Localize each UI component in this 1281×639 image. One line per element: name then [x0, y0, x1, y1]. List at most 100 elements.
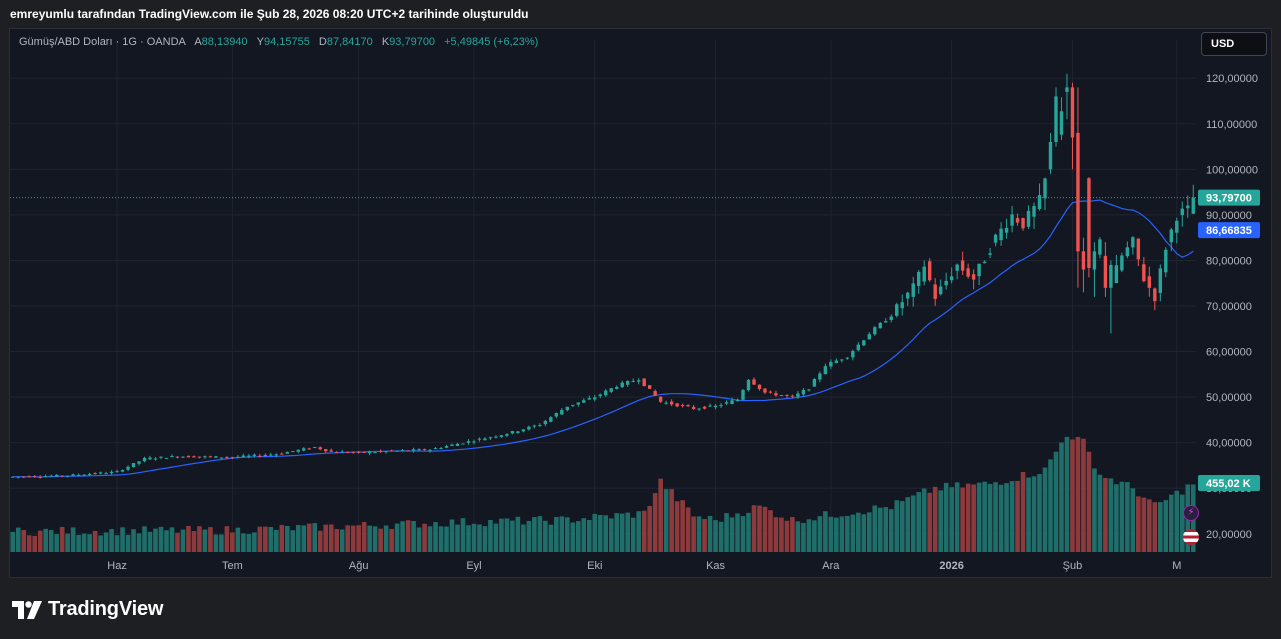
volume-bar: [422, 523, 427, 552]
lightning-icon[interactable]: ⚡: [1183, 505, 1199, 521]
volume-bar: [575, 521, 581, 552]
candle-body: [422, 449, 427, 451]
volume-bar: [109, 529, 114, 552]
candle-body: [686, 405, 690, 407]
candle-body: [1048, 142, 1053, 170]
candle-body: [647, 385, 652, 389]
candle-body: [428, 449, 432, 451]
candle-body: [494, 436, 498, 438]
candle-body: [746, 379, 751, 391]
volume-bar: [284, 525, 290, 552]
candle-body: [280, 453, 284, 455]
volume-bar: [976, 482, 982, 552]
price-badges: 93,79700 86,66835 455,02 K: [1198, 189, 1260, 491]
candle-body: [851, 351, 855, 358]
candle-body: [1037, 195, 1042, 210]
candle-body: [175, 456, 180, 458]
candle-body: [296, 449, 300, 452]
candle-body: [938, 286, 943, 295]
legend-open-label: A: [194, 36, 202, 48]
volume-bar: [866, 512, 872, 552]
volume-bar: [1163, 500, 1169, 552]
candle-body: [565, 406, 570, 411]
currency-button[interactable]: USD: [1201, 32, 1267, 56]
volume-bar: [740, 516, 746, 552]
volume-bar: [746, 512, 751, 552]
candle-body: [219, 457, 224, 459]
legend-high-label: Y: [256, 36, 264, 48]
candle-body: [1180, 208, 1184, 216]
candle-body: [1147, 276, 1152, 288]
volume-bar: [680, 500, 685, 552]
candle-body: [1021, 218, 1025, 229]
candle-body: [115, 471, 119, 473]
volume-bar: [718, 521, 724, 552]
candle-body: [1032, 206, 1036, 217]
volume-bar: [1009, 481, 1015, 552]
candle-body: [170, 456, 174, 458]
candle-body: [1004, 227, 1009, 233]
candle-body: [439, 447, 443, 449]
volume-bar: [998, 484, 1004, 552]
candle-body: [186, 455, 191, 458]
candle-body: [395, 450, 399, 452]
volume-bar: [921, 488, 927, 552]
x-tick-label: Ara: [822, 560, 840, 572]
candle-body: [845, 357, 850, 359]
candle-body: [944, 280, 948, 286]
candle-body: [164, 458, 169, 460]
candle-body: [477, 438, 482, 440]
volume-bar: [1064, 436, 1070, 552]
volume-bar: [219, 534, 224, 552]
volume-bar: [713, 520, 718, 552]
volume-bar: [735, 513, 740, 552]
volume-bar: [356, 525, 361, 552]
volume-bar: [142, 526, 147, 552]
candle-body: [708, 405, 712, 407]
x-tick-label: M: [1172, 560, 1181, 572]
volume-bar: [317, 530, 323, 552]
candle-body: [263, 454, 268, 456]
volume-bar: [224, 526, 230, 552]
candle-body: [615, 386, 619, 389]
volume-bar: [433, 522, 438, 552]
candle-body: [27, 476, 31, 478]
tradingview-logo[interactable]: TradingView: [12, 598, 163, 621]
candle-body: [669, 401, 674, 405]
volume-bar: [411, 521, 416, 552]
volume-bar: [169, 527, 175, 552]
volume-bar: [241, 533, 246, 552]
legend-low: 87,84170: [326, 36, 373, 48]
time-axis: Haz Tem Ağu Eyl Eki Kas Ara 2026 Şub M: [107, 560, 1181, 572]
candle-body: [730, 400, 734, 405]
x-tick-label: Ağu: [349, 560, 369, 572]
volume-bar: [856, 512, 861, 552]
candle-body: [741, 389, 745, 400]
y-tick-label: 40,00000: [1206, 438, 1252, 450]
candle-body: [1191, 197, 1195, 214]
y-tick-label: 120,00000: [1206, 73, 1258, 85]
volume-bar: [230, 532, 235, 552]
candle-body: [197, 456, 202, 458]
volume-bar: [636, 511, 641, 552]
candle-body: [576, 402, 580, 405]
volume-bar: [850, 514, 856, 552]
volume-value-badge: 455,02 K: [1206, 478, 1251, 490]
candle-body: [203, 456, 207, 458]
volume-bar: [1048, 459, 1053, 552]
volume-bar: [548, 524, 554, 552]
candle-body: [554, 413, 559, 417]
us-flag-icon[interactable]: [1183, 529, 1199, 545]
volume-bar: [691, 516, 696, 552]
candle-body: [1125, 247, 1130, 257]
volume-bar: [993, 482, 998, 552]
candle-body: [993, 234, 998, 243]
candle-body: [549, 417, 553, 422]
volume-bar: [43, 528, 48, 552]
volume-bar: [1031, 476, 1037, 552]
candle-body: [571, 404, 575, 406]
candle-body: [505, 434, 509, 436]
volume-bar: [784, 520, 790, 552]
candle-body: [757, 384, 762, 389]
